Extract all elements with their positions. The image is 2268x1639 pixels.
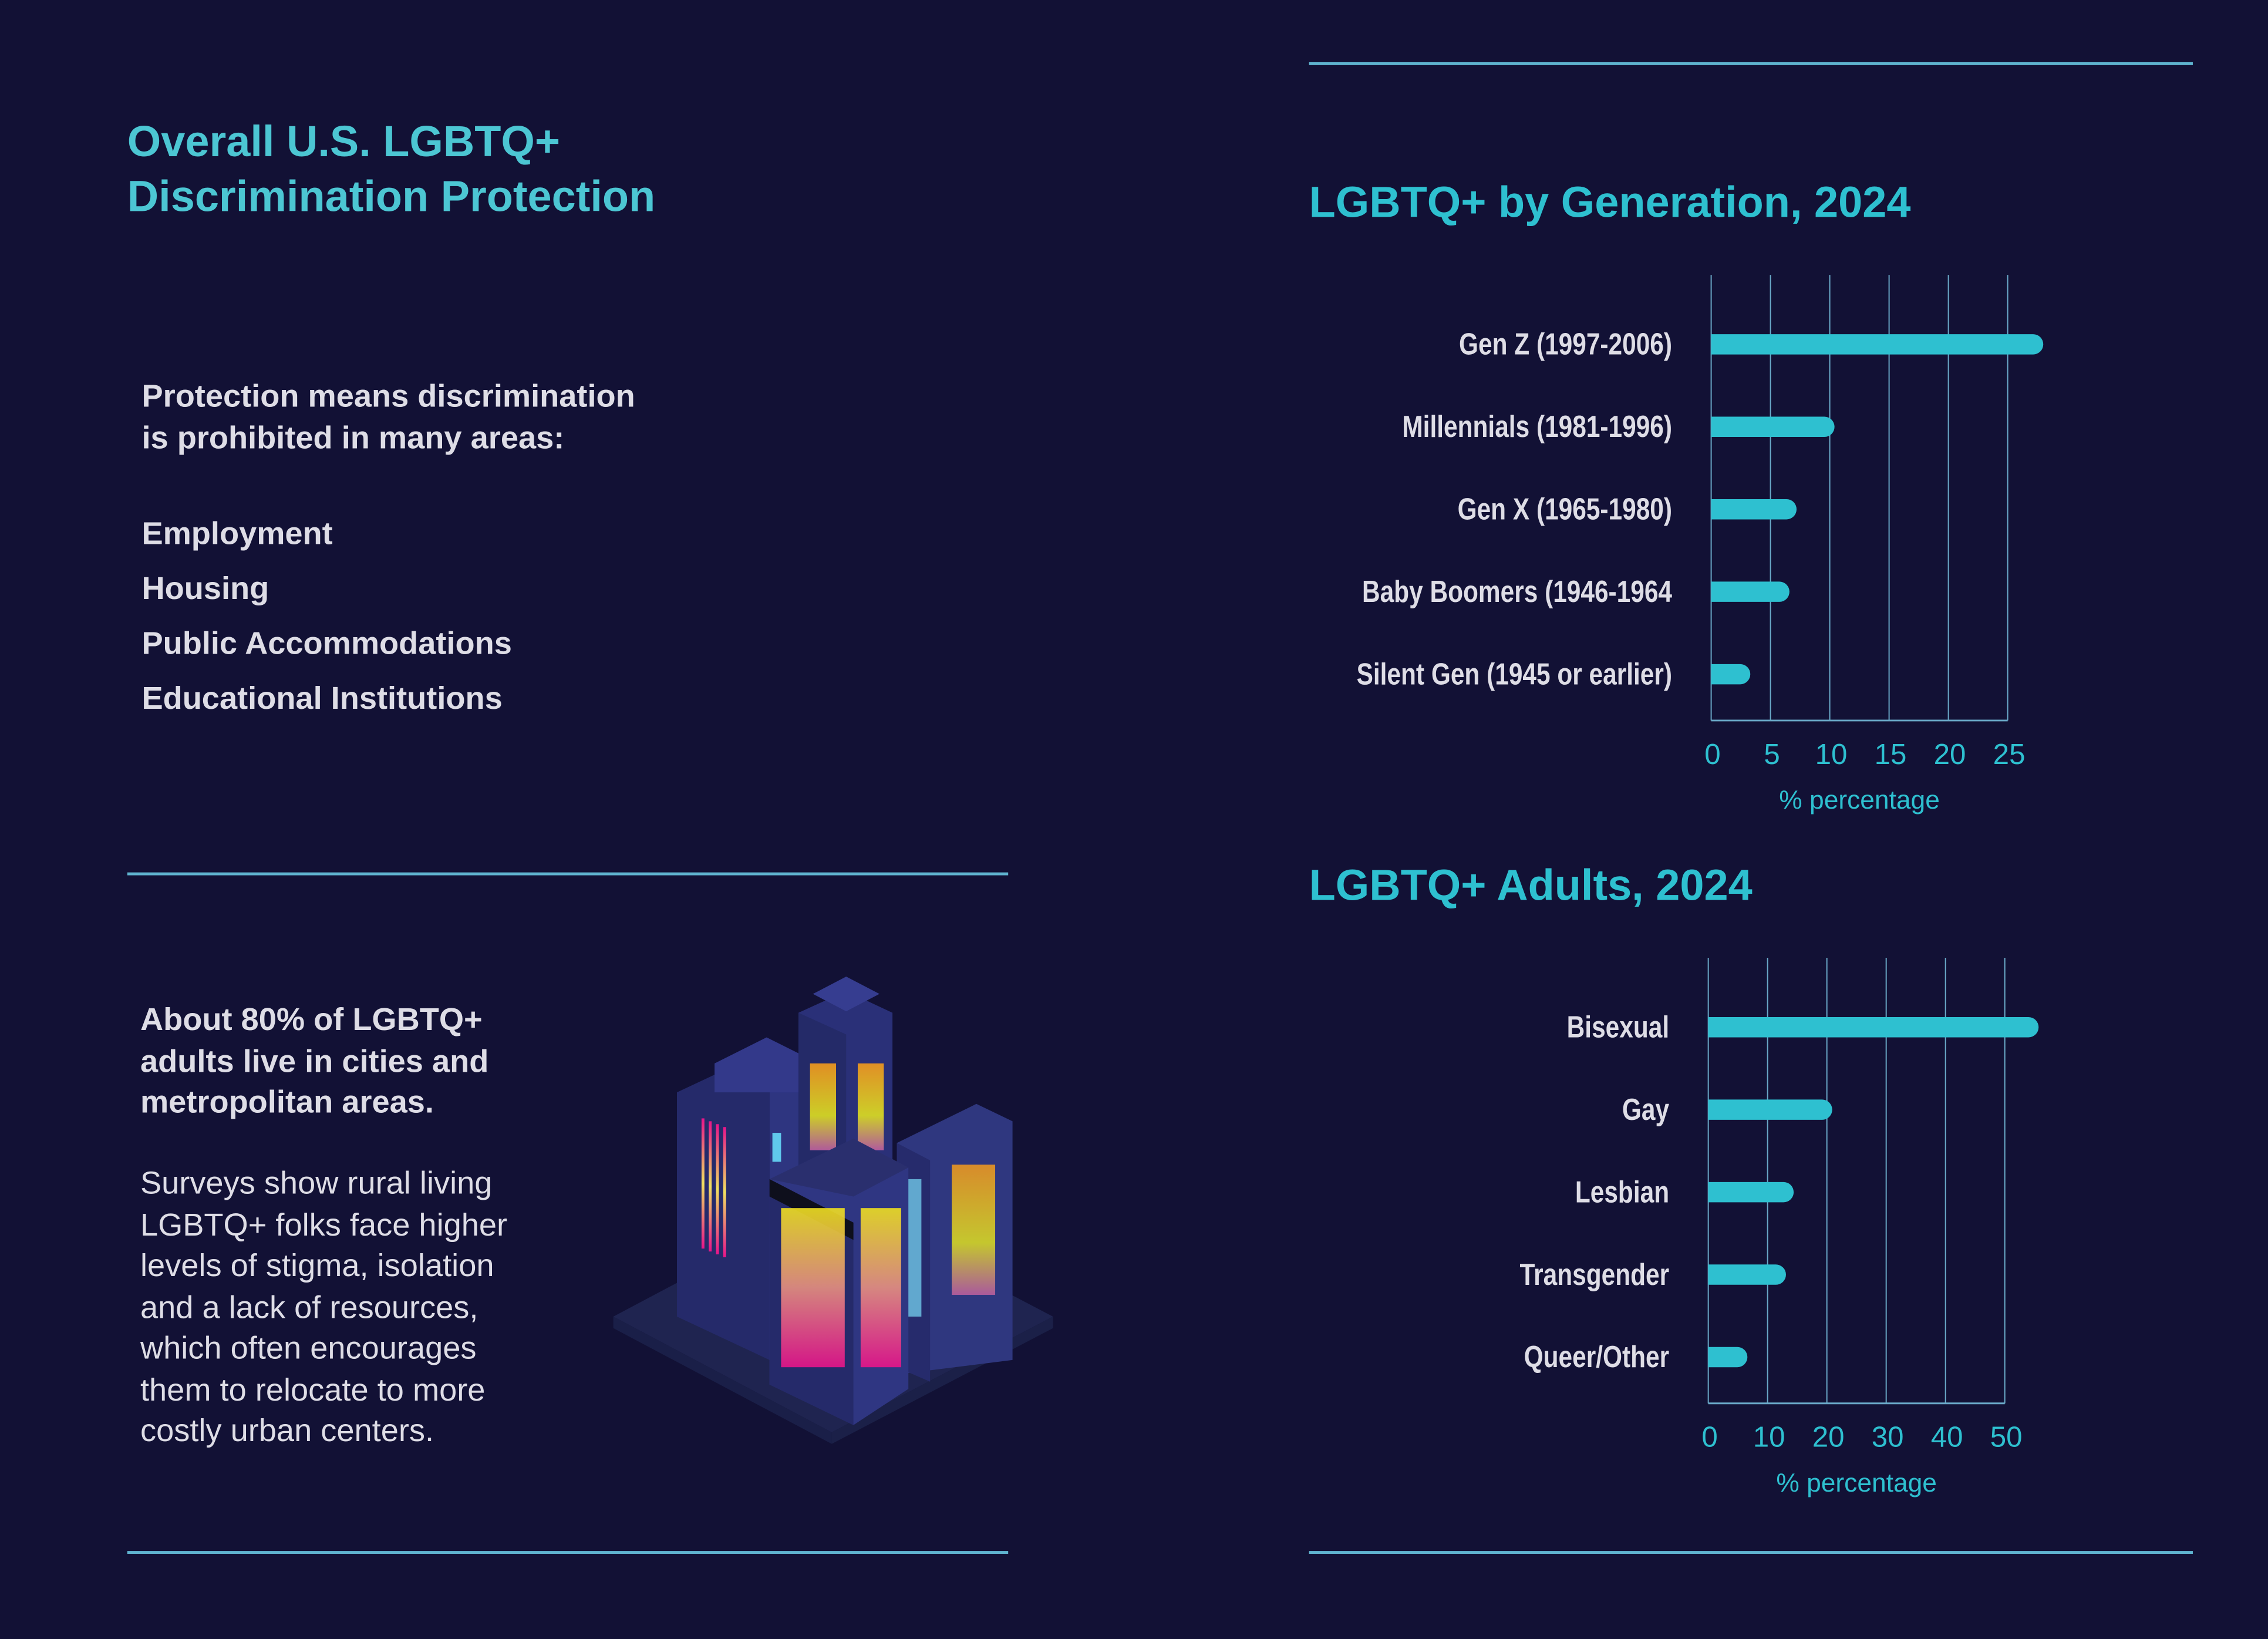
urban-stat: About 80% of LGBTQ+ adults live in citie… bbox=[140, 999, 488, 1123]
category-label: Queer/Other bbox=[1524, 1340, 1669, 1374]
category-label: Gay bbox=[1622, 1093, 1670, 1127]
bar bbox=[1708, 1264, 1786, 1285]
paragraph-line: costly urban centers. bbox=[140, 1412, 434, 1449]
x-tick-label: 10 bbox=[1815, 738, 1848, 770]
category-label: Gen Z (1997-2006) bbox=[1459, 328, 1672, 362]
x-tick-label: 0 bbox=[1701, 1421, 1717, 1453]
category-label: Silent Gen (1945 or earlier) bbox=[1357, 657, 1672, 691]
title-line: Discrimination Protection bbox=[127, 173, 656, 221]
bar bbox=[1711, 334, 2044, 355]
category-label: Gen X (1965-1980) bbox=[1458, 493, 1672, 527]
x-tick-label: 20 bbox=[1934, 738, 1966, 770]
title-line: Overall U.S. LGBTQ+ bbox=[127, 119, 561, 167]
urban-line: metropolitan areas. bbox=[140, 1083, 434, 1120]
x-axis-label: % percentage bbox=[1779, 786, 1940, 815]
bar bbox=[1708, 1017, 2039, 1038]
divider bbox=[127, 872, 1009, 876]
city-buildings-illustration bbox=[613, 976, 1053, 1444]
intro-line: Protection means discrimination bbox=[141, 378, 635, 414]
category-label: Transgender bbox=[1520, 1258, 1670, 1292]
bar bbox=[1708, 1347, 1748, 1368]
x-tick-label: 5 bbox=[1764, 738, 1780, 770]
intro-line: is prohibited in many areas: bbox=[141, 419, 565, 455]
list-item: Public Accommodations bbox=[141, 625, 512, 661]
protected-areas-list: Employment Housing Public Accommodations… bbox=[141, 506, 511, 726]
divider bbox=[1309, 62, 2193, 65]
x-tick-label: 0 bbox=[1704, 738, 1720, 770]
list-item: Employment bbox=[141, 515, 333, 551]
protection-title: Overall U.S. LGBTQ+ Discrimination Prote… bbox=[127, 116, 655, 226]
x-tick-label: 40 bbox=[1931, 1421, 1963, 1453]
category-label: Baby Boomers (1946-1964 bbox=[1362, 575, 1673, 609]
bar bbox=[1711, 416, 1835, 437]
bar bbox=[1711, 499, 1797, 520]
rural-paragraph: Surveys show rural living LGBTQ+ folks f… bbox=[140, 1163, 507, 1452]
bar bbox=[1708, 1182, 1794, 1203]
paragraph-line: them to relocate to more bbox=[140, 1371, 486, 1407]
x-axis-label: % percentage bbox=[1776, 1469, 1937, 1497]
x-tick-label: 10 bbox=[1753, 1421, 1785, 1453]
bar bbox=[1711, 664, 1751, 685]
chart-title-adults: LGBTQ+ Adults, 2024 bbox=[1309, 862, 1753, 910]
category-label: Millennials (1981-1996) bbox=[1402, 410, 1672, 444]
x-tick-label: 50 bbox=[1990, 1421, 2023, 1453]
bar bbox=[1708, 1099, 1832, 1120]
urban-line: adults live in cities and bbox=[140, 1042, 489, 1079]
protection-intro: Protection means discrimination is prohi… bbox=[141, 376, 635, 459]
list-item: Housing bbox=[141, 570, 269, 607]
adults-bar-chart: 0 10 20 30 40 50 % percentage Bisexual Gay Lesbia… bbox=[1520, 957, 2039, 1497]
generation-bar-chart: 0 5 10 15 20 25 % percentage Gen Z (1997-2006) M… bbox=[1357, 275, 2044, 815]
paragraph-line: which often encourages bbox=[140, 1330, 477, 1366]
x-tick-label: 25 bbox=[1993, 738, 2026, 770]
x-tick-label: 20 bbox=[1812, 1421, 1845, 1453]
x-tick-label: 30 bbox=[1872, 1421, 1904, 1453]
category-label: Lesbian bbox=[1575, 1175, 1669, 1209]
x-tick-label: 15 bbox=[1875, 738, 1907, 770]
divider bbox=[127, 1551, 1009, 1554]
paragraph-line: and a lack of resources, bbox=[140, 1288, 478, 1325]
paragraph-line: Surveys show rural living bbox=[140, 1165, 493, 1201]
paragraph-line: levels of stigma, isolation bbox=[140, 1247, 494, 1284]
paragraph-line: LGBTQ+ folks face higher bbox=[140, 1206, 508, 1243]
divider bbox=[1309, 1551, 2193, 1554]
category-label: Bisexual bbox=[1567, 1011, 1669, 1045]
bar bbox=[1711, 581, 1790, 602]
chart-title-generation: LGBTQ+ by Generation, 2024 bbox=[1309, 179, 1911, 227]
urban-line: About 80% of LGBTQ+ bbox=[140, 1001, 483, 1038]
list-item: Educational Institutions bbox=[141, 679, 503, 716]
